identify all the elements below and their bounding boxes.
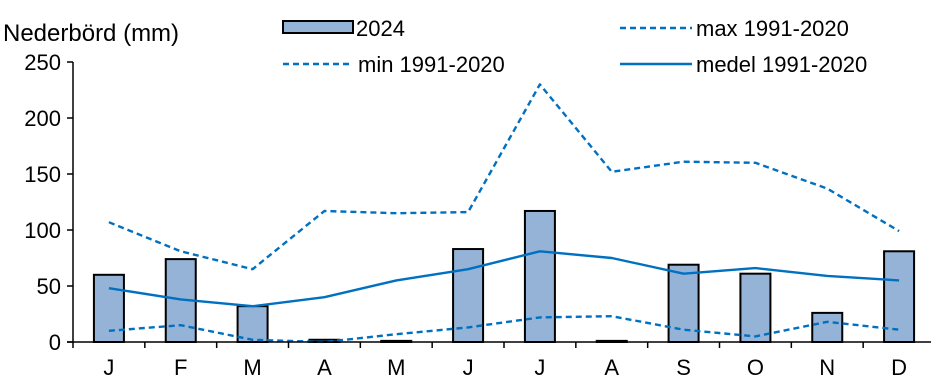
y-tick-label-200: 200 [24, 106, 61, 131]
bar-2024-12 [883, 250, 916, 343]
legend: 2024 max 1991-2020 min 1991-2020 medel 1991… [282, 16, 867, 77]
y-tick-label-50: 50 [37, 274, 61, 299]
x-tick-label-8: A [604, 355, 619, 380]
legend-label-max-1991-2020: max 1991-2020 [696, 16, 849, 41]
legend-swatch-2024 [282, 20, 354, 34]
bars-group [92, 209, 916, 344]
line-max-1991-2020 [108, 83, 900, 271]
lines-group [108, 83, 900, 344]
x-tick-label-7: J [534, 355, 545, 380]
x-tick-label-10: O [747, 355, 764, 380]
bar-2024-11 [811, 311, 844, 344]
bar-2024-10 [739, 272, 772, 343]
x-tick-label-12: D [891, 355, 907, 380]
y-tick-label-100: 100 [24, 218, 61, 243]
bar-2024-1 [92, 273, 125, 343]
y-tick-label-0: 0 [49, 330, 61, 355]
legend-label-medel-1991-2020: medel 1991-2020 [696, 52, 867, 77]
line-min-1991-2020 [108, 315, 900, 344]
bar-2024-9 [667, 263, 700, 343]
legend-label-2024: 2024 [356, 16, 405, 41]
x-tick-label-3: M [243, 355, 261, 380]
x-tick-label-4: A [317, 355, 332, 380]
y-axis-label: Nederbörd (mm) [3, 20, 179, 47]
legend-label-min-1991-2020: min 1991-2020 [358, 52, 505, 77]
line-medel-1991-2020 [108, 250, 900, 308]
x-tick-label-1: J [103, 355, 114, 380]
x-tick-label-9: S [676, 355, 691, 380]
x-tick-label-6: J [463, 355, 474, 380]
bar-2024-7 [523, 209, 556, 343]
x-tick-label-5: M [387, 355, 405, 380]
y-tick-label-250: 250 [24, 50, 61, 75]
axes-group: 0 50 100 150 200 250 J F M A M J J A S O N D [24, 50, 931, 380]
y-tick-label-150: 150 [24, 162, 61, 187]
x-tick-label-11: N [819, 355, 835, 380]
x-tick-label-2: F [174, 355, 187, 380]
